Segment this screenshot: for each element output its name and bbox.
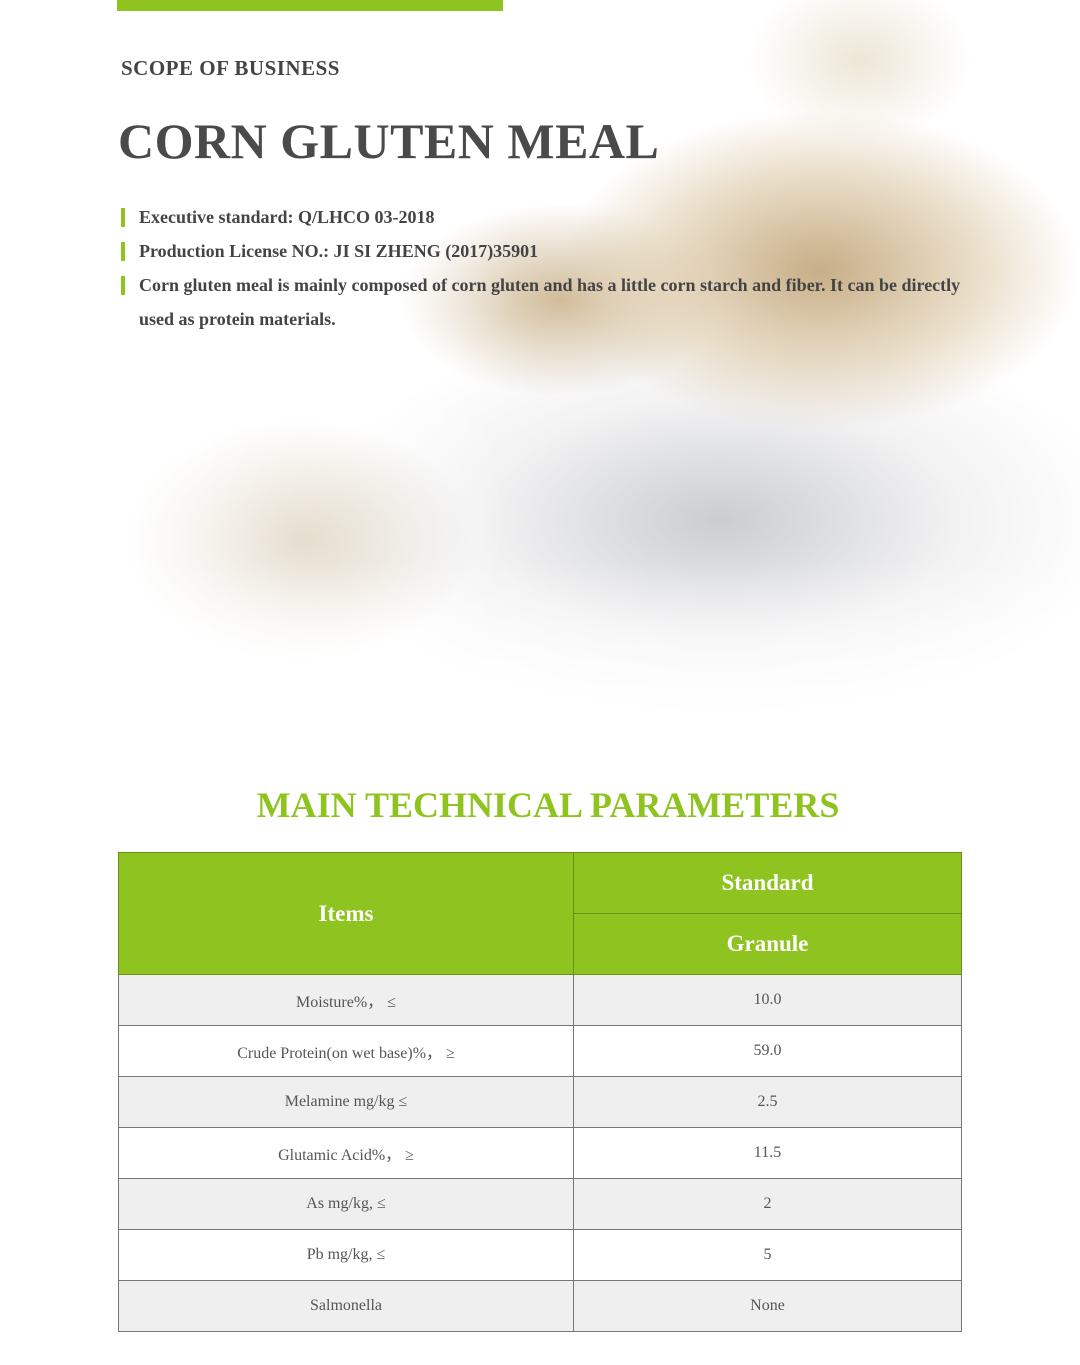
item-cell: Salmonella <box>118 1280 574 1332</box>
table-row: Crude Protein(on wet base)%， ≥59.0 <box>118 1025 962 1077</box>
header-standard: Standard <box>573 852 962 914</box>
table-row: Glutamic Acid%， ≥11.5 <box>118 1127 962 1179</box>
table-row: Pb mg/kg, ≤5 <box>118 1229 962 1281</box>
value-cell: 2.5 <box>573 1076 962 1128</box>
value-cell: 10.0 <box>573 974 962 1026</box>
parameters-table: Items Standard Granule Moisture%， ≤10.0 C… <box>118 852 962 1332</box>
value-cell: 5 <box>573 1229 962 1281</box>
hero-banner <box>0 0 1080 760</box>
value-cell: 11.5 <box>573 1127 962 1179</box>
info-item: Corn gluten meal is mainly composed of c… <box>121 268 971 336</box>
parameters-heading: MAIN TECHNICAL PARAMETERS <box>256 785 840 825</box>
header-items: Items <box>118 852 574 975</box>
bullet-marker <box>121 208 125 227</box>
value-cell: 59.0 <box>573 1025 962 1077</box>
page-title: CORN GLUTEN MEAL <box>118 113 660 169</box>
item-cell: Melamine mg/kg ≤ <box>118 1076 574 1128</box>
table-row: Salmonella None <box>118 1280 962 1332</box>
section-label: SCOPE OF BUSINESS <box>121 56 340 80</box>
item-cell: Moisture%， ≤ <box>118 974 574 1026</box>
item-cell: As mg/kg, ≤ <box>118 1178 574 1230</box>
accent-bar <box>117 0 503 11</box>
item-cell: Crude Protein(on wet base)%， ≥ <box>118 1025 574 1077</box>
bullet-marker <box>121 276 125 295</box>
table-row: Moisture%， ≤10.0 <box>118 974 962 1026</box>
table-row: Melamine mg/kg ≤2.5 <box>118 1076 962 1128</box>
header-granule: Granule <box>573 913 962 975</box>
item-cell: Glutamic Acid%， ≥ <box>118 1127 574 1179</box>
product-info-list: Executive standard: Q/LHCO 03-2018 Produ… <box>121 200 971 336</box>
bullet-marker <box>121 242 125 261</box>
table-row: As mg/kg, ≤2 <box>118 1178 962 1230</box>
value-cell: None <box>573 1280 962 1332</box>
info-item: Executive standard: Q/LHCO 03-2018 <box>121 200 971 234</box>
value-cell: 2 <box>573 1178 962 1230</box>
info-item: Production License NO.: JI SI ZHENG (201… <box>121 234 971 268</box>
item-cell: Pb mg/kg, ≤ <box>118 1229 574 1281</box>
